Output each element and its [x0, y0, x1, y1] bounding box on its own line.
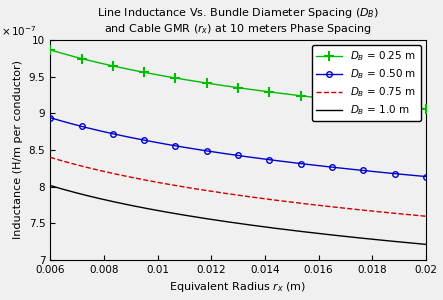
Title: Line Inductance Vs. Bundle Diameter Spacing ($D_B$)
and Cable GMR ($r_x$) at 10 : Line Inductance Vs. Bundle Diameter Spac… — [97, 6, 379, 36]
Y-axis label: Inductance (H/m per conductor): Inductance (H/m per conductor) — [13, 61, 23, 239]
Legend: $D_B$ = 0.25 m, $D_B$ = 0.50 m, $D_B$ = 0.75 m, $D_B$ = 1.0 m: $D_B$ = 0.25 m, $D_B$ = 0.50 m, $D_B$ = … — [312, 45, 421, 121]
Text: $\times\,10^{-7}$: $\times\,10^{-7}$ — [1, 24, 37, 38]
X-axis label: Equivalent Radius $r_x$ (m): Equivalent Radius $r_x$ (m) — [170, 280, 307, 294]
